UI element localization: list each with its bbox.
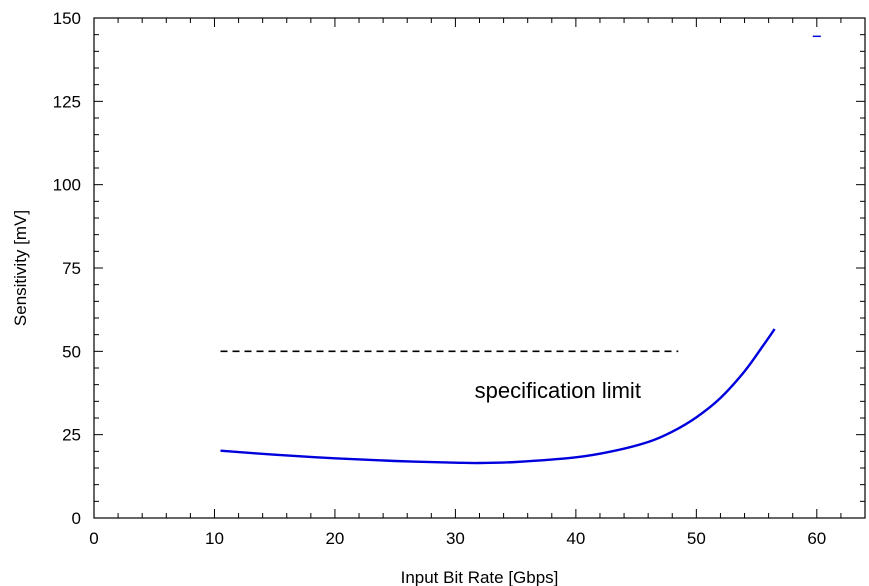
axis-tick-labels: 0 10 20 30 40 50 60 0 25 50 75 100 125 150 [53,9,827,548]
x-tick-label: 40 [566,529,585,548]
y-tick-label: 75 [62,259,81,278]
axis-ticks [93,17,866,519]
y-axis-title: Sensitivity [mV] [11,210,30,326]
data-series [220,35,821,465]
y-tick-label: 25 [62,426,81,445]
y-tick-label: 50 [62,342,81,361]
y-tick-label: 0 [72,509,81,528]
x-tick-label: 0 [89,529,98,548]
x-axis-title: Input Bit Rate [Gbps] [401,568,559,586]
y-tick-label: 150 [53,9,81,28]
x-tick-label: 60 [807,529,826,548]
plot-frame [93,17,866,519]
specification-limit-label: specification limit [475,378,641,403]
y-tick-label: 100 [53,176,81,195]
x-tick-label: 20 [325,529,344,548]
y-tick-label: 125 [53,92,81,111]
x-tick-label: 10 [205,529,224,548]
x-tick-label: 50 [687,529,706,548]
sensitivity-curve [220,328,776,465]
x-tick-label: 30 [446,529,465,548]
